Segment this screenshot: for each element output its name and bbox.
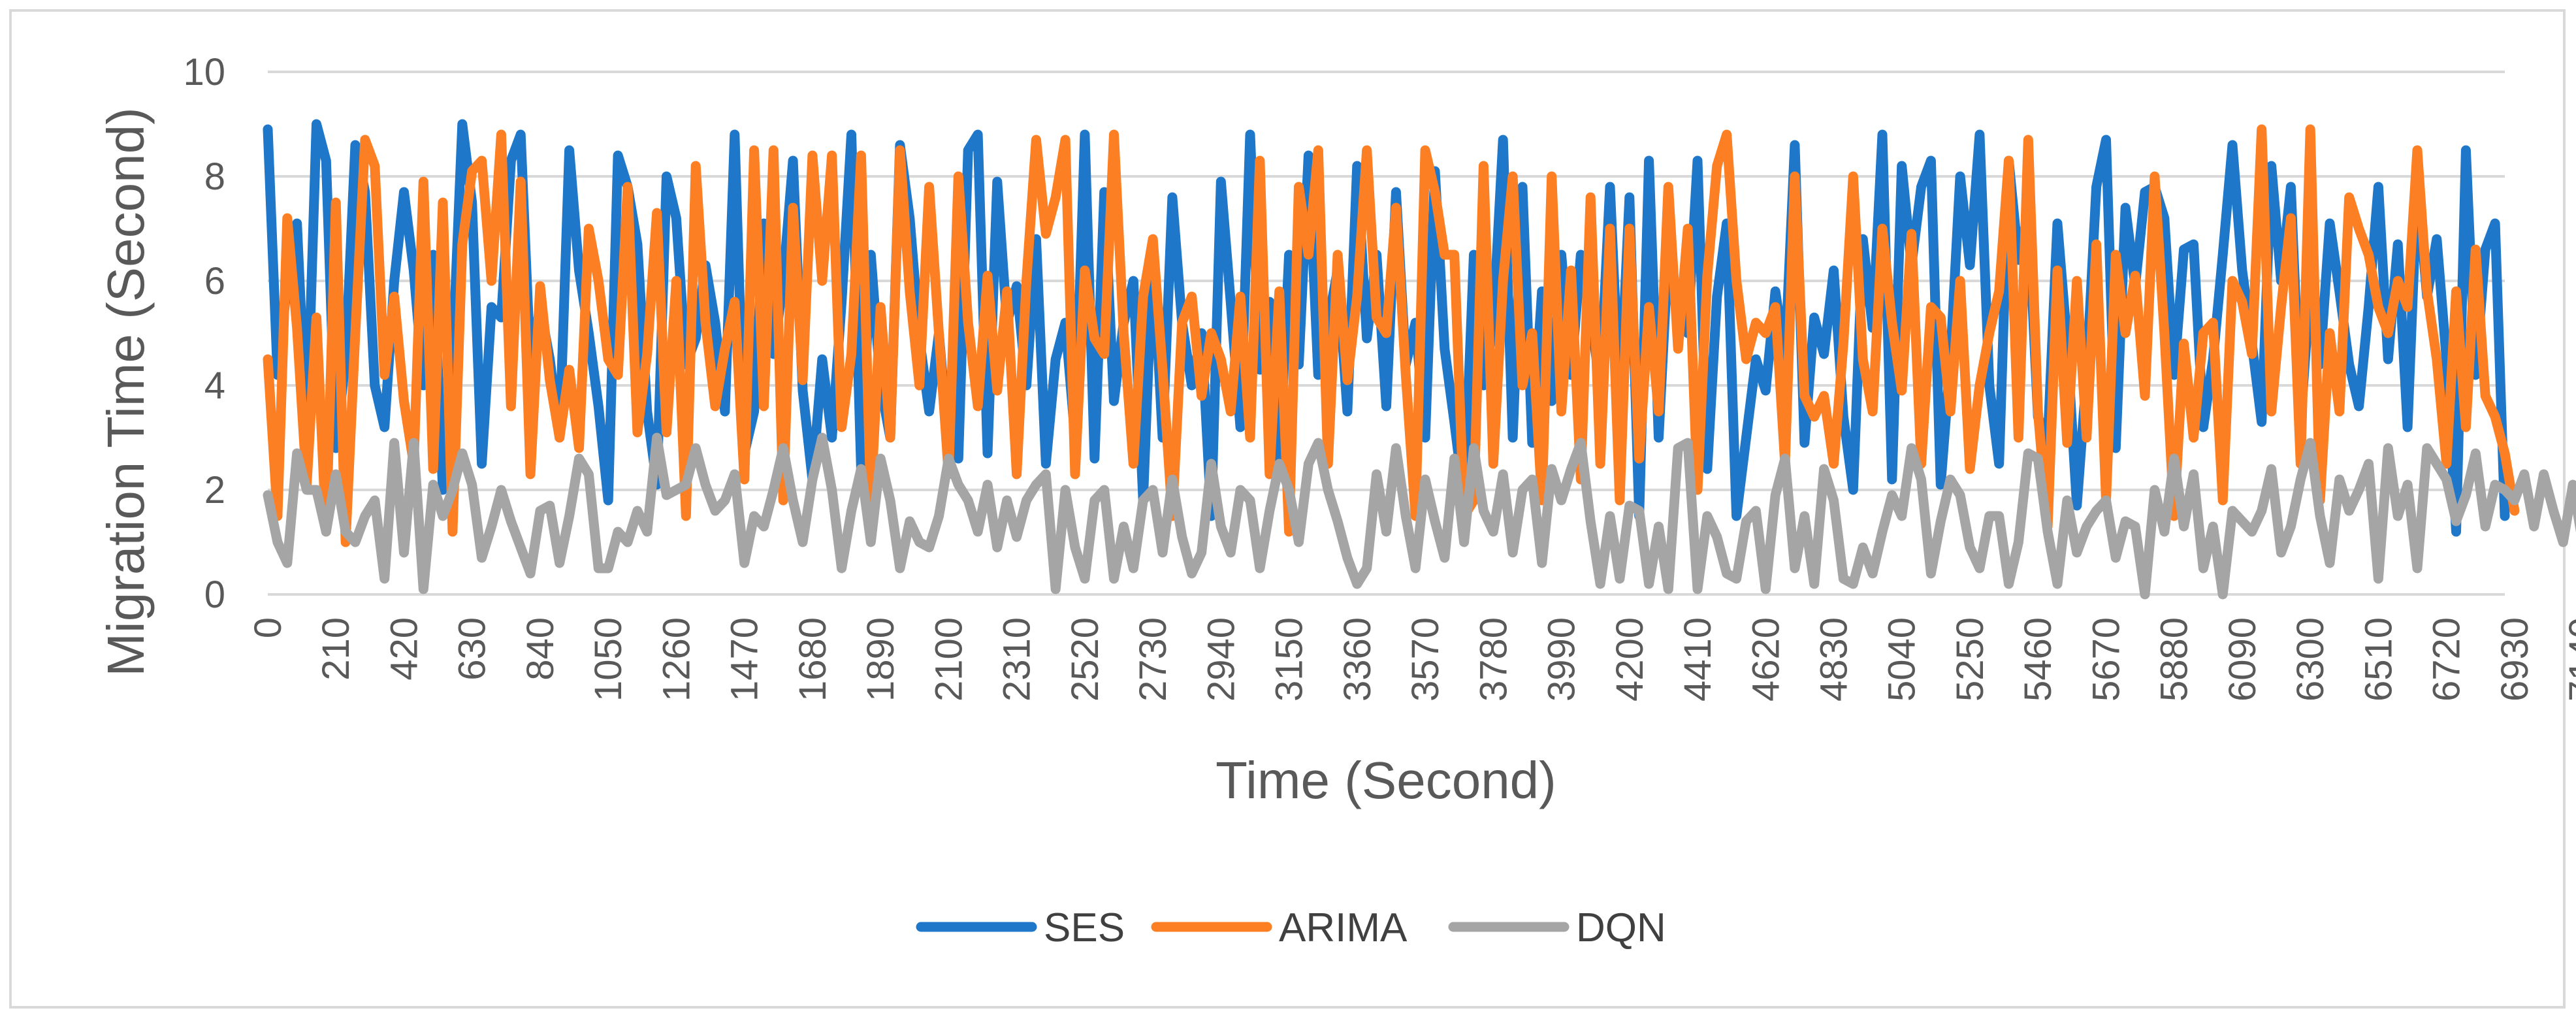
x-tick-label: 2730 bbox=[1132, 617, 1174, 702]
x-tick-label: 5040 bbox=[1881, 617, 1924, 702]
legend-label-arima: ARIMA bbox=[1279, 905, 1408, 950]
x-tick-label: 7140 bbox=[2562, 617, 2576, 702]
y-axis-ticks: 0 2 4 6 8 10 bbox=[183, 51, 225, 616]
y-tick-label: 8 bbox=[204, 155, 225, 198]
legend-label-dqn: DQN bbox=[1576, 905, 1666, 950]
legend-label-ses: SES bbox=[1044, 905, 1125, 950]
x-tick-label: 4410 bbox=[1677, 617, 1719, 702]
x-tick-label: 1470 bbox=[724, 617, 766, 702]
series-line-dqn bbox=[263, 432, 2576, 600]
x-tick-label: 420 bbox=[383, 617, 425, 681]
series-lines bbox=[263, 119, 2576, 600]
x-tick-label: 1050 bbox=[587, 617, 630, 702]
x-tick-label: 4830 bbox=[1813, 617, 1856, 702]
y-tick-label: 0 bbox=[204, 574, 225, 616]
x-tick-label: 6300 bbox=[2289, 617, 2332, 702]
x-tick-label: 210 bbox=[315, 617, 357, 681]
x-tick-label: 2940 bbox=[1200, 617, 1242, 702]
y-tick-label: 6 bbox=[204, 260, 225, 302]
x-tick-label: 840 bbox=[519, 617, 562, 681]
x-tick-label: 2520 bbox=[1064, 617, 1106, 702]
x-tick-label: 4200 bbox=[1609, 617, 1651, 702]
x-axis-ticks: 0 210 420 630 840 1050 1260 1470 1680 1890 2100 231… bbox=[247, 617, 2576, 702]
x-tick-label: 1260 bbox=[655, 617, 698, 702]
x-tick-label: 6930 bbox=[2494, 617, 2536, 702]
x-tick-label: 630 bbox=[451, 617, 494, 681]
series-line-arima bbox=[263, 124, 2520, 547]
y-tick-label: 4 bbox=[204, 364, 225, 407]
x-tick-label: 3150 bbox=[1268, 617, 1311, 702]
y-tick-label: 2 bbox=[204, 469, 225, 511]
series-line-ses bbox=[263, 119, 2510, 537]
y-tick-label: 10 bbox=[183, 51, 225, 93]
x-tick-label: 3570 bbox=[1404, 617, 1447, 702]
x-tick-label: 3990 bbox=[1541, 617, 1583, 702]
x-tick-label: 4620 bbox=[1745, 617, 1787, 702]
x-tick-label: 0 bbox=[247, 617, 289, 638]
x-tick-label: 5460 bbox=[2017, 617, 2059, 702]
x-tick-label: 5880 bbox=[2153, 617, 2196, 702]
x-tick-label: 2100 bbox=[927, 617, 970, 702]
x-axis-title: Time (Second) bbox=[1216, 751, 1556, 809]
x-tick-label: 6510 bbox=[2357, 617, 2400, 702]
x-tick-label: 6720 bbox=[2426, 617, 2468, 702]
x-tick-label: 3780 bbox=[1472, 617, 1515, 702]
x-tick-label: 6090 bbox=[2221, 617, 2264, 702]
x-tick-label: 3360 bbox=[1336, 617, 1379, 702]
x-tick-label: 1680 bbox=[792, 617, 834, 702]
x-tick-label: 2310 bbox=[996, 617, 1038, 702]
legend: SES ARIMA DQN bbox=[916, 905, 1666, 950]
y-axis-title: Migration Time (Second) bbox=[97, 107, 155, 676]
x-tick-label: 5250 bbox=[1949, 617, 1991, 702]
x-tick-label: 1890 bbox=[860, 617, 902, 702]
x-tick-label: 5670 bbox=[2085, 617, 2127, 702]
